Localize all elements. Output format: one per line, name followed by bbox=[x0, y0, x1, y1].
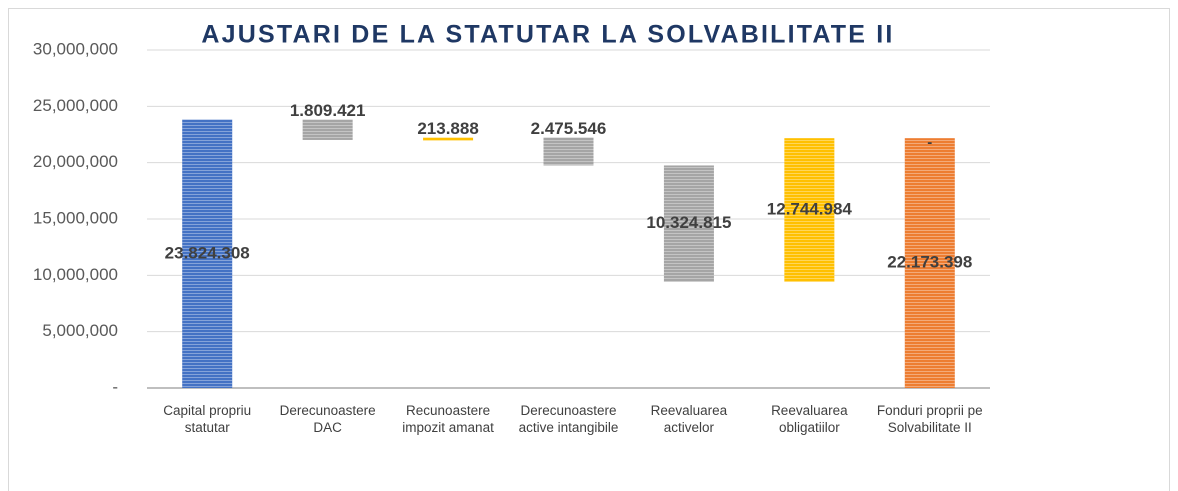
bar-texture bbox=[423, 137, 474, 141]
y-tick-label: 15,000,000 bbox=[33, 208, 118, 227]
data-label: 22.173.398 bbox=[887, 253, 972, 272]
y-tick-label: 5,000,000 bbox=[42, 321, 118, 340]
bar-texture bbox=[904, 138, 955, 388]
bar-texture bbox=[784, 138, 835, 282]
data-label: 10.324.815 bbox=[646, 213, 731, 232]
x-tick-label: Reevaluarea obligatiilor bbox=[771, 403, 848, 435]
data-label: 2.475.546 bbox=[531, 119, 607, 138]
bar-texture bbox=[182, 119, 233, 388]
bar-texture bbox=[302, 119, 353, 140]
y-tick-label: - bbox=[112, 377, 118, 396]
bar-texture bbox=[543, 137, 594, 166]
x-tick-label: Reevaluarea activelor bbox=[650, 403, 728, 435]
data-label: 213.888 bbox=[417, 119, 478, 138]
chart-title: AJUSTARI DE LA STATUTAR LA SOLVABILITATE… bbox=[201, 21, 894, 49]
x-tick-label: Derecunoastere active intangibile bbox=[518, 403, 619, 435]
data-label: 23.824.308 bbox=[165, 243, 250, 262]
x-tick-label: Recunoastere impozit amanat bbox=[402, 403, 494, 435]
bar-texture bbox=[663, 165, 714, 282]
y-tick-label: 30,000,000 bbox=[33, 39, 118, 58]
y-tick-label: 10,000,000 bbox=[33, 265, 118, 284]
data-label: 12.744.984 bbox=[767, 199, 853, 218]
x-tick-label: Derecunoastere DAC bbox=[279, 403, 376, 435]
x-tick-label: Capital propriu statutar bbox=[163, 403, 252, 435]
data-label: 1.809.421 bbox=[290, 101, 366, 120]
x-tick-label: Fonduri proprii pe Solvabilitate II bbox=[876, 403, 983, 435]
annotation: - bbox=[927, 134, 932, 151]
chart-border bbox=[8, 8, 1170, 491]
y-tick-label: 25,000,000 bbox=[33, 96, 118, 115]
y-tick-label: 20,000,000 bbox=[33, 152, 118, 171]
